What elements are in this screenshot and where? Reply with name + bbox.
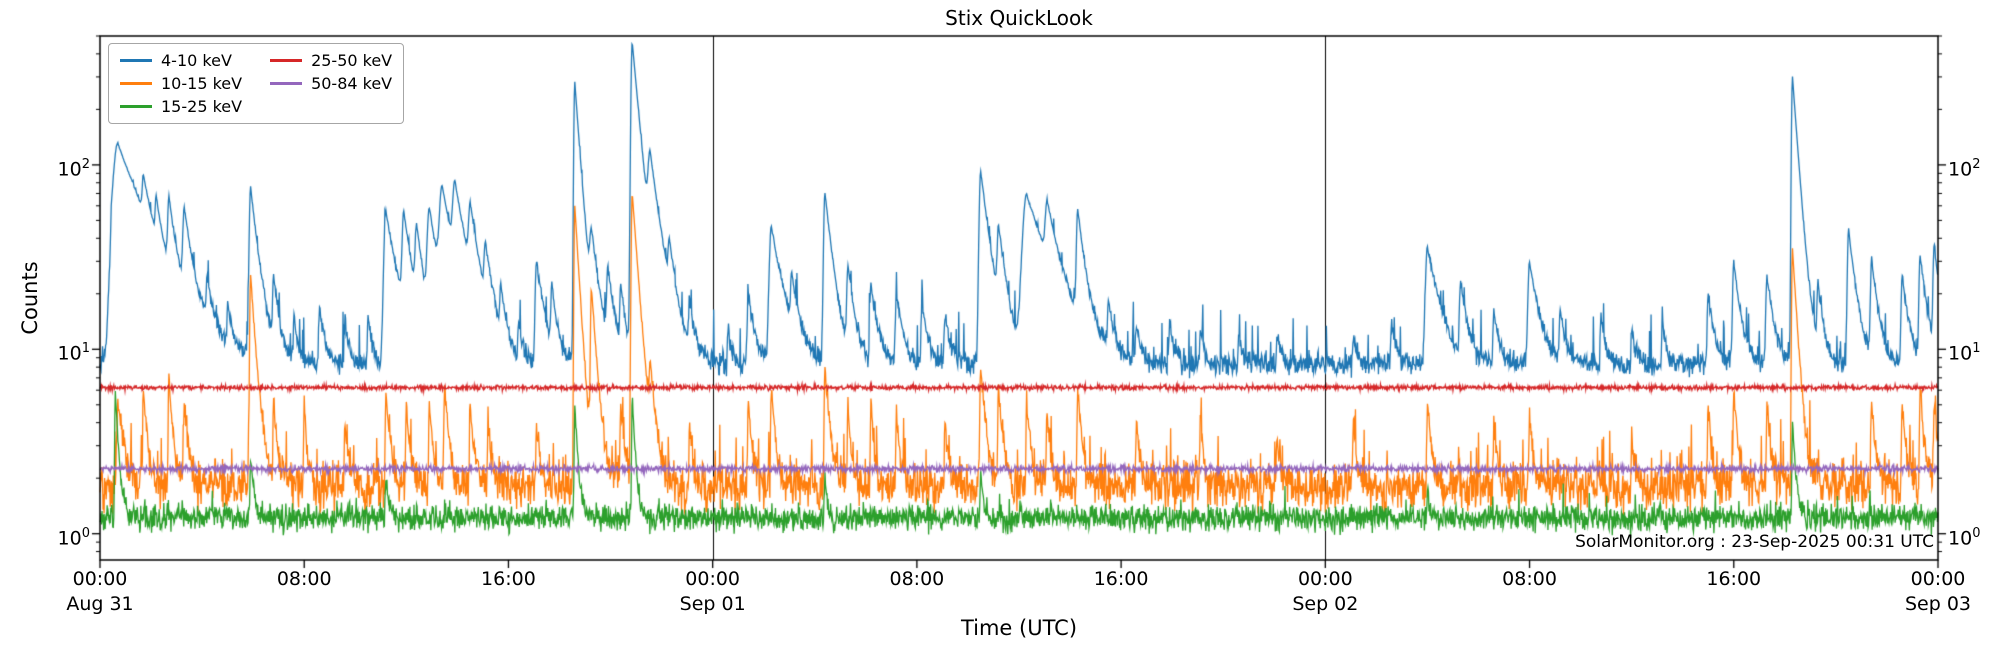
- x-date-label: Sep 03: [1904, 593, 1972, 615]
- x-date-label: Sep 01: [679, 593, 746, 615]
- x-tick-label: 16:00: [481, 568, 536, 590]
- x-tick-label: 00:00: [72, 568, 128, 590]
- y-tick-label: 102: [57, 156, 90, 181]
- legend-item: 50-84 keV: [270, 74, 392, 93]
- x-tick-label: 08:00: [1502, 568, 1557, 590]
- chart-title: Stix QuickLook: [945, 6, 1093, 30]
- x-tick-label: 08:00: [276, 568, 332, 590]
- x-axis-label: Time (UTC): [960, 616, 1078, 640]
- legend-line-sample: [120, 82, 152, 85]
- x-tick-label: 00:00: [1910, 568, 1966, 590]
- x-date-label: Sep 02: [1292, 593, 1359, 615]
- legend-item: 10-15 keV: [120, 74, 242, 93]
- legend-label: 25-50 keV: [311, 51, 393, 70]
- x-tick-label: 00:00: [1297, 568, 1353, 590]
- solarmonitor-timestamp: SolarMonitor.org : 23-Sep-2025 00:31 UTC: [1575, 532, 1934, 552]
- x-tick-label: 16:00: [1093, 568, 1149, 590]
- legend-label: 4-10 keV: [161, 51, 232, 70]
- y-axis-label: Counts: [18, 261, 42, 335]
- legend: 4-10 keV 10-15 keV 15-25 keV 25-50 keV 50-84…: [108, 43, 405, 124]
- y-tick-label: 100: [57, 525, 90, 550]
- y-tick-label: 101: [57, 341, 90, 365]
- y-tick-label: 101: [1948, 341, 1981, 365]
- legend-line-sample: [270, 59, 303, 62]
- legend-line-sample: [120, 59, 152, 62]
- legend-line-sample: [120, 105, 152, 108]
- y-tick-label: 102: [1948, 156, 1981, 181]
- x-date-label: Aug 31: [66, 593, 134, 615]
- legend-label: 10-15 keV: [161, 74, 243, 93]
- x-tick-label: 08:00: [889, 568, 945, 590]
- x-tick-label: 16:00: [1706, 568, 1762, 590]
- legend-label: 50-84 keV: [311, 74, 393, 93]
- x-tick-label: 00:00: [685, 568, 741, 590]
- legend-line-sample: [270, 82, 303, 85]
- legend-label: 15-25 keV: [161, 97, 243, 116]
- legend-item: 25-50 keV: [270, 51, 392, 70]
- legend-item: 15-25 keV: [120, 97, 242, 116]
- legend-item: 4-10 keV: [120, 51, 242, 70]
- y-tick-label: 100: [1948, 525, 1981, 550]
